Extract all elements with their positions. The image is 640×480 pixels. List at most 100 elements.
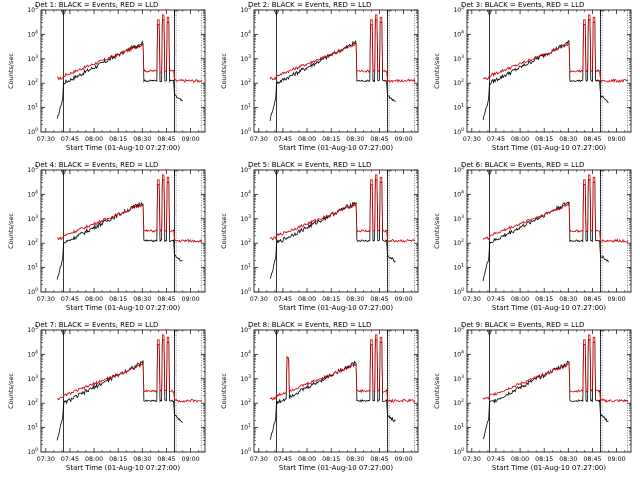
y-tick-label: 105 [240,325,251,334]
x-tick-label: 09:00 [181,456,199,463]
x-tick-label: 07:45 [487,456,505,463]
x-tick-label: 08:45 [157,296,175,303]
y-tick-label: 101 [240,263,251,272]
y-tick-label: 100 [453,447,464,456]
y-tick-label: 103 [27,214,38,223]
chart-title: Det 9: BLACK = Events, RED = LLD [461,321,585,329]
x-tick-label: 07:30 [463,136,481,143]
plot-frame [253,169,419,293]
y-tick-label: 103 [27,54,38,63]
y-tick-label: 105 [453,165,464,174]
y-tick-label: 100 [240,287,251,296]
x-tick-label: 07:45 [274,296,292,303]
y-axis-label: Counts/sec [433,373,441,409]
x-tick-label: 07:45 [61,296,79,303]
series-lld [56,334,202,403]
y-tick-label: 101 [453,103,464,112]
x-axis-label: Start Time (01-Aug-10 07:27:00) [492,144,606,152]
y-axis-label: Counts/sec [220,213,228,249]
y-tick-label: 100 [27,127,38,136]
x-tick-label: 08:45 [157,456,175,463]
y-tick-label: 105 [453,5,464,14]
series-lld [269,14,416,84]
x-tick-label: 09:00 [607,136,625,143]
x-tick-label: 08:00 [511,456,529,463]
x-tick-label: 08:45 [583,136,601,143]
x-tick-label: 07:30 [250,136,268,143]
detector-panel-1: Det 1: BLACK = Events, RED = LLD 100 101 10… [0,0,213,160]
end-flag-icon [600,330,605,336]
x-tick-label: 07:30 [463,296,481,303]
chart-title: Det 6: BLACK = Events, RED = LLD [461,161,585,169]
x-axis-label: Start Time (01-Aug-10 07:27:00) [66,144,180,152]
y-tick-label: 104 [240,349,251,358]
x-tick-label: 08:15 [109,136,127,143]
series-events [56,179,183,280]
plot-area: 100 101 102 103 104 105 07:30 07:45 08:00 08:15 08… [433,325,632,472]
y-tick-label: 104 [240,189,251,198]
plot-area: 100 101 102 103 104 105 07:30 07:45 08:00 08:15 08… [220,5,419,152]
series-lld [482,334,629,403]
x-tick-label: 07:30 [37,456,55,463]
x-tick-label: 08:00 [298,136,316,143]
plot-frame [253,9,419,133]
y-axis-label: Counts/sec [7,53,15,89]
x-tick-label: 08:00 [85,136,103,143]
chart-title: Det 3: BLACK = Events, RED = LLD [461,1,585,9]
x-axis-label: Start Time (01-Aug-10 07:27:00) [279,144,393,152]
x-tick-label: 07:45 [487,296,505,303]
x-tick-label: 08:00 [85,456,103,463]
y-tick-label: 105 [27,165,38,174]
y-tick-label: 103 [27,374,38,383]
y-tick-label: 102 [453,78,464,87]
end-flag-icon [174,10,179,16]
y-tick-label: 101 [240,103,251,112]
detector-panel-4: Det 4: BLACK = Events, RED = LLD 100 101 10… [0,160,213,320]
y-tick-label: 100 [240,127,251,136]
y-tick-label: 104 [453,29,464,38]
y-axis-label: Counts/sec [433,53,441,89]
plot-area: 100 101 102 103 104 105 07:30 07:45 08:00 08:15 08… [220,165,419,312]
end-flag-icon [174,170,179,176]
y-tick-label: 100 [240,447,251,456]
y-tick-label: 101 [453,423,464,432]
y-tick-label: 102 [240,78,251,87]
y-tick-label: 103 [453,214,464,223]
y-tick-label: 105 [27,325,38,334]
x-tick-label: 08:30 [559,136,577,143]
y-tick-label: 104 [27,349,38,358]
series-lld [269,174,416,243]
x-tick-label: 08:45 [583,456,601,463]
plot-frame [253,329,419,453]
x-tick-label: 08:30 [559,296,577,303]
series-events [269,179,396,279]
x-tick-label: 08:15 [109,296,127,303]
x-tick-label: 09:00 [394,296,412,303]
y-axis-label: Counts/sec [220,53,228,89]
x-tick-label: 08:15 [535,136,553,143]
x-axis-label: Start Time (01-Aug-10 07:27:00) [66,464,180,472]
x-tick-label: 08:45 [370,456,388,463]
plot-area: 100 101 102 103 104 105 07:30 07:45 08:00 08:15 08… [220,325,419,472]
y-tick-label: 103 [240,374,251,383]
y-tick-label: 103 [453,54,464,63]
y-tick-label: 102 [453,238,464,247]
plot-frame [466,329,632,453]
y-tick-label: 102 [27,78,38,87]
start-flag-icon [274,10,279,16]
x-tick-label: 09:00 [181,296,199,303]
x-tick-label: 08:45 [370,136,388,143]
x-tick-label: 08:30 [133,296,151,303]
y-tick-label: 101 [27,263,38,272]
y-axis-label: Counts/sec [220,373,228,409]
detector-panel-8: Det 8: BLACK = Events, RED = LLD 100 101 10… [213,320,426,480]
end-flag-icon [600,170,605,176]
series-lld [269,334,416,404]
x-axis-label: Start Time (01-Aug-10 07:27:00) [66,304,180,312]
series-events [269,339,396,440]
x-tick-label: 08:15 [322,456,340,463]
y-tick-label: 104 [27,189,38,198]
start-flag-icon [487,330,492,336]
plot-frame [466,9,632,133]
